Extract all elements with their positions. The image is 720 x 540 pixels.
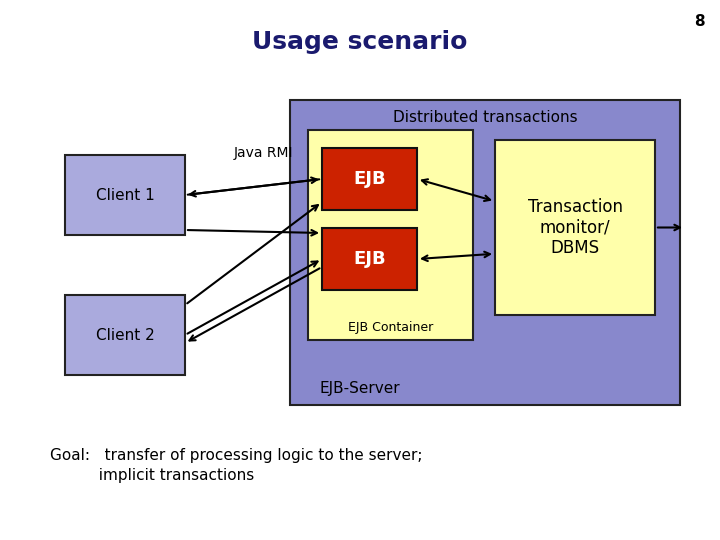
Text: Client 2: Client 2 [96,327,154,342]
Text: 8: 8 [694,14,705,29]
Text: EJB: EJB [354,250,386,268]
Text: Goal:   transfer of processing logic to the server;: Goal: transfer of processing logic to th… [50,448,423,463]
Text: implicit transactions: implicit transactions [50,468,254,483]
FancyBboxPatch shape [308,130,473,340]
FancyBboxPatch shape [290,100,680,405]
Text: EJB-Server: EJB-Server [320,381,400,396]
FancyBboxPatch shape [65,295,185,375]
Text: Java RMI: Java RMI [234,146,293,160]
FancyBboxPatch shape [495,140,655,315]
Text: Transaction
monitor/
DBMS: Transaction monitor/ DBMS [528,198,623,257]
Text: EJB: EJB [354,170,386,188]
Text: Usage scenario: Usage scenario [252,30,468,54]
Text: Distributed transactions: Distributed transactions [392,110,577,125]
FancyBboxPatch shape [65,155,185,235]
FancyBboxPatch shape [322,148,417,210]
Text: EJB Container: EJB Container [348,321,433,334]
Text: Client 1: Client 1 [96,187,154,202]
FancyBboxPatch shape [322,228,417,290]
